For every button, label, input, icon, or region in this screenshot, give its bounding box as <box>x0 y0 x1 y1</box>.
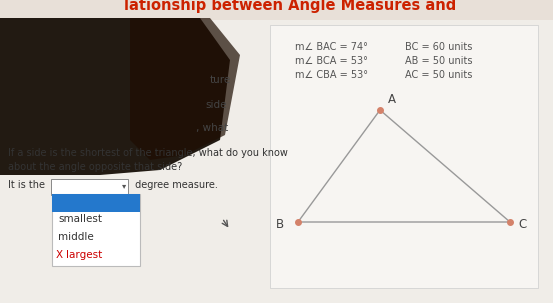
FancyBboxPatch shape <box>51 179 128 195</box>
Text: about the angle opposite that side?: about the angle opposite that side? <box>8 162 182 172</box>
Text: largest: largest <box>66 250 102 260</box>
Text: , what: , what <box>196 123 228 133</box>
Text: ▾: ▾ <box>122 181 126 190</box>
Polygon shape <box>130 18 240 160</box>
Text: AB = 50 units: AB = 50 units <box>405 56 472 66</box>
Text: m∠ BAC = 74°: m∠ BAC = 74° <box>295 42 368 52</box>
Text: AC = 50 units: AC = 50 units <box>405 70 472 80</box>
Text: It is the: It is the <box>8 180 45 190</box>
Text: smallest: smallest <box>58 214 102 224</box>
FancyBboxPatch shape <box>52 194 140 212</box>
Text: m∠ CBA = 53°: m∠ CBA = 53° <box>295 70 368 80</box>
Text: X: X <box>56 250 66 260</box>
Text: degree measure.: degree measure. <box>132 180 218 190</box>
Text: middle: middle <box>58 232 94 242</box>
Text: B: B <box>276 218 284 231</box>
Text: BC = 60 units: BC = 60 units <box>405 42 472 52</box>
Text: lationship between Angle Measures and: lationship between Angle Measures and <box>124 0 456 13</box>
Text: side: side <box>205 100 227 110</box>
Text: ture: ture <box>210 75 231 85</box>
FancyBboxPatch shape <box>270 25 538 288</box>
Polygon shape <box>0 18 230 175</box>
Text: C: C <box>518 218 526 231</box>
FancyBboxPatch shape <box>0 0 553 20</box>
FancyBboxPatch shape <box>0 18 553 303</box>
Text: A: A <box>388 93 396 106</box>
Text: m∠ BCA = 53°: m∠ BCA = 53° <box>295 56 368 66</box>
Text: If a side is the shortest of the triangle, what do you know: If a side is the shortest of the triangl… <box>8 148 288 158</box>
FancyBboxPatch shape <box>52 194 140 266</box>
